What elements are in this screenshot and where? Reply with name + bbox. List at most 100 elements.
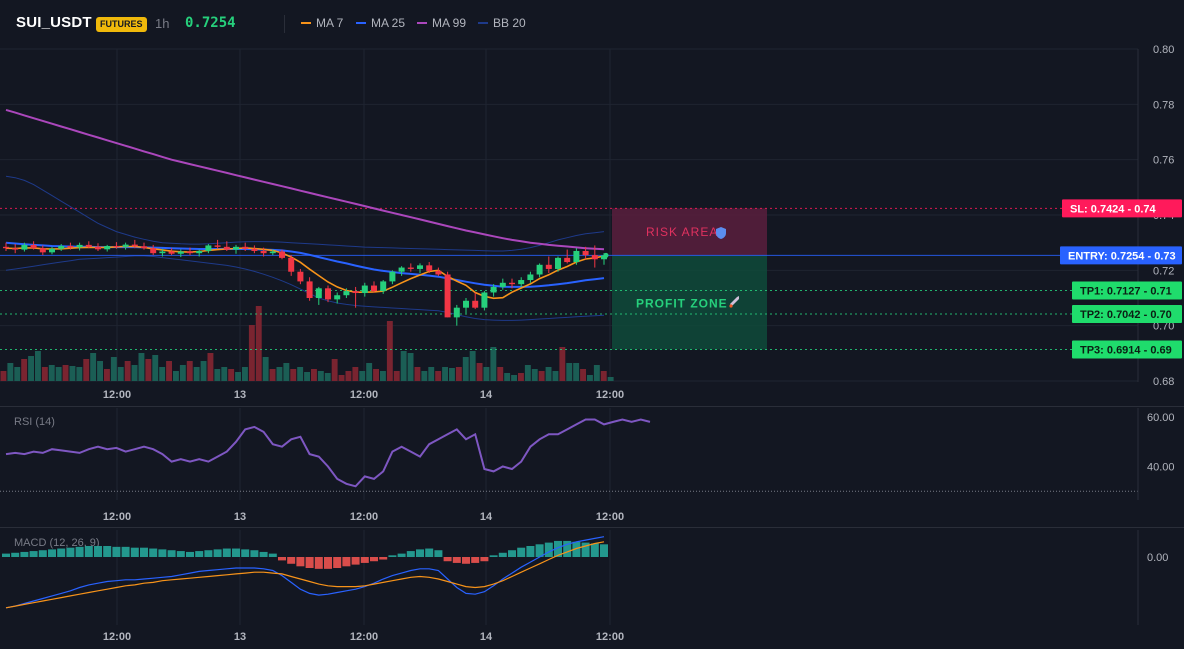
- volume-bar: [83, 359, 90, 381]
- candle-body: [426, 265, 433, 271]
- x-tick-label: 14: [480, 631, 493, 643]
- macd-histogram-bar: [443, 557, 452, 562]
- legend-ma99[interactable]: MA 99: [417, 16, 466, 30]
- tp3-tag-label: TP3: 0.6914 - 0.69: [1080, 344, 1172, 356]
- y-tick-label: 0.78: [1153, 99, 1174, 111]
- tp3-tag: [1072, 340, 1182, 359]
- volume-bar: [41, 367, 48, 381]
- macd-histogram-bar: [232, 548, 240, 557]
- volume-bar: [159, 367, 166, 381]
- symbol-title[interactable]: SUI_USDT: [16, 14, 92, 31]
- macd-histogram-bar: [287, 557, 296, 564]
- macd-histogram-bar: [452, 557, 461, 563]
- volume-bar: [511, 375, 517, 381]
- last-price-dot: [603, 252, 609, 258]
- y-tick-label: 0.76: [1153, 155, 1174, 167]
- macd-histogram-bar: [425, 548, 434, 557]
- volume-bar: [55, 367, 62, 381]
- macd-histogram-bar: [416, 549, 424, 557]
- header-divider: [284, 15, 285, 33]
- candle-body: [242, 246, 249, 249]
- macd-histogram-bar: [526, 546, 535, 557]
- volume-bar: [193, 367, 200, 381]
- candle-body: [509, 282, 515, 285]
- candle-body: [49, 248, 55, 253]
- macd-histogram-bar: [296, 557, 305, 567]
- bb-lower-line: [5, 255, 605, 321]
- macd-histogram-bar: [508, 550, 516, 557]
- volume-bar: [262, 357, 269, 381]
- futures-badge: FUTURES: [96, 17, 147, 32]
- x-tick-label: 12:00: [350, 631, 378, 643]
- timeframe-label[interactable]: 1h: [155, 16, 170, 31]
- entry-tag: [1060, 246, 1182, 265]
- candle-body: [214, 245, 221, 247]
- macd-histogram-bar: [20, 551, 29, 557]
- candle-body: [131, 244, 138, 247]
- volume-bar: [221, 367, 228, 381]
- rocket-shape: [730, 296, 739, 306]
- volume-bar: [214, 369, 221, 381]
- pane-divider-rsi[interactable]: [0, 406, 1184, 407]
- volume-bar: [518, 373, 524, 381]
- macd-histogram-bar: [121, 546, 130, 557]
- macd-histogram-bar: [360, 557, 369, 563]
- candle-body: [389, 271, 396, 282]
- macd-histogram-bar: [278, 557, 286, 561]
- volume-bar: [483, 367, 490, 381]
- volume-bar: [173, 371, 179, 381]
- sl-tag-label: SL: 0.7424 - 0.74: [1070, 203, 1156, 215]
- pane-divider-macd[interactable]: [0, 527, 1184, 528]
- volume-bar: [435, 371, 442, 381]
- candle-body: [444, 274, 451, 318]
- macd-histogram-bar: [434, 550, 443, 557]
- volume-bar: [117, 367, 124, 381]
- volume-bar: [490, 347, 497, 381]
- macd-histogram-bar: [572, 541, 581, 557]
- tp1-tag-label: TP1: 0.7127 - 0.71: [1080, 286, 1172, 298]
- candle-body: [141, 246, 147, 249]
- macd-histogram-bar: [149, 548, 158, 557]
- volume-bar: [600, 371, 607, 381]
- volume-bar: [276, 367, 283, 381]
- candle-body: [168, 251, 175, 254]
- x-tick-label: 12:00: [103, 631, 131, 643]
- macd-histogram-bar: [471, 557, 480, 563]
- volume-bar: [131, 365, 138, 381]
- shield-icon: [716, 227, 726, 239]
- volume-bar: [166, 361, 172, 381]
- legend-ma25[interactable]: MA 25: [356, 16, 405, 30]
- rsi-line: [5, 418, 651, 488]
- candle-body: [582, 250, 589, 256]
- macd-histogram-bar: [388, 555, 397, 557]
- legend-ma7[interactable]: MA 7: [301, 16, 343, 30]
- macd-histogram-bar: [406, 551, 415, 557]
- macd-histogram-bar: [130, 547, 139, 557]
- signal-line: [5, 541, 605, 609]
- candle-body: [159, 251, 166, 254]
- risk-area-zone: [612, 208, 767, 256]
- volume-bar: [497, 367, 504, 381]
- chart-header: SUI_USDT FUTURES 1h 0.7254 MA 7 MA 25 MA…: [0, 0, 1184, 48]
- volume-bar: [338, 375, 345, 381]
- y-tick-label: 0.70: [1153, 321, 1174, 333]
- volume-bar: [97, 361, 103, 381]
- macd-histogram-bar: [195, 551, 204, 557]
- volume-bar: [324, 373, 331, 381]
- legend-ma7-swatch: [301, 22, 311, 24]
- candle-body: [297, 271, 304, 282]
- macd-histogram-bar: [489, 555, 498, 557]
- entry-tag-label: ENTRY: 0.7254 - 0.73: [1068, 250, 1176, 262]
- y-tick-label: 0.68: [1153, 376, 1174, 388]
- volume-bar: [283, 363, 290, 381]
- macd-histogram-bar: [581, 542, 590, 557]
- macd-line: [5, 536, 605, 609]
- legend-bb20[interactable]: BB 20: [478, 16, 526, 30]
- volume-bar: [62, 365, 69, 381]
- candle-body: [279, 251, 285, 258]
- macd-histogram-bar: [351, 557, 360, 565]
- volume-bar: [414, 367, 421, 381]
- candle-body: [39, 248, 46, 253]
- macd-histogram-bar: [140, 547, 148, 557]
